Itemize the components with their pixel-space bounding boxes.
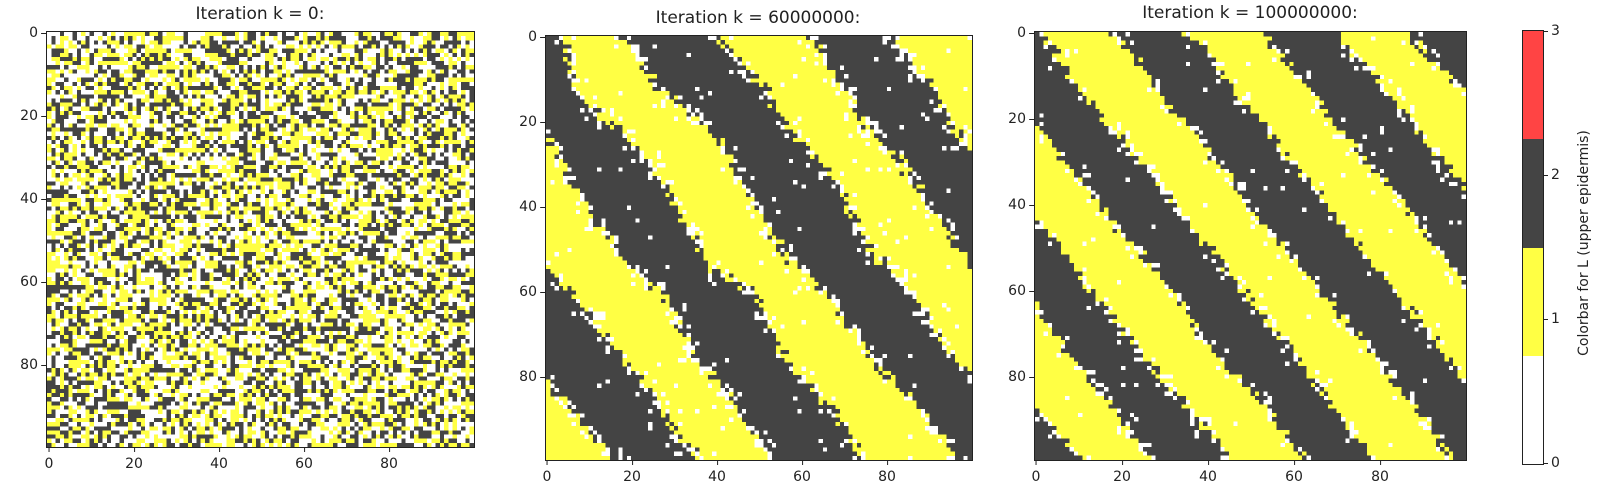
y-tick: 80: [519, 369, 545, 385]
y-tick: 60: [519, 284, 545, 300]
colorbar-tick: 3: [1543, 23, 1560, 39]
heatmap-grid: [545, 35, 973, 461]
y-tick: 40: [1008, 197, 1034, 213]
colorbar-segment-state-0: [1523, 355, 1543, 464]
y-tick: 20: [1008, 111, 1034, 127]
colorbar-segment-state-1: [1523, 247, 1543, 356]
x-tick: 60: [295, 447, 313, 472]
x-tick: 40: [708, 460, 726, 485]
panel-title: Iteration k = 0:: [195, 4, 325, 24]
y-tick: 60: [20, 274, 46, 290]
x-tick: 60: [1285, 460, 1303, 485]
x-tick: 0: [1032, 460, 1040, 485]
y-tick: 60: [1008, 283, 1034, 299]
x-tick: 0: [543, 460, 551, 485]
x-tick: 60: [793, 460, 811, 485]
colorbar-tick: 1: [1543, 311, 1560, 327]
colorbar-segment-state-3: [1523, 31, 1543, 140]
colorbar-segment-state-2: [1523, 139, 1543, 248]
colorbar-label: Colorbar for L (upper epidermis): [1576, 130, 1592, 356]
panel-title: Iteration k = 60000000:: [655, 8, 861, 28]
y-tick: 0: [528, 29, 545, 45]
x-tick: 0: [45, 447, 53, 472]
y-tick: 80: [20, 357, 46, 373]
y-tick: 40: [519, 199, 545, 215]
x-tick: 20: [125, 447, 143, 472]
x-tick: 40: [1199, 460, 1217, 485]
x-tick: 80: [878, 460, 896, 485]
x-tick: 40: [210, 447, 228, 472]
colorbar-tick: 2: [1543, 167, 1560, 183]
x-tick: 20: [1113, 460, 1131, 485]
y-tick: 0: [1017, 25, 1034, 41]
y-tick: 80: [1008, 369, 1034, 385]
heatmap-grid: [1034, 31, 1467, 461]
x-tick: 20: [623, 460, 641, 485]
x-tick: 80: [380, 447, 398, 472]
x-tick: 80: [1371, 460, 1389, 485]
heatmap-grid: [46, 31, 475, 448]
colorbar: [1522, 30, 1544, 465]
y-tick: 20: [20, 108, 46, 124]
y-tick: 40: [20, 191, 46, 207]
y-tick: 0: [29, 25, 46, 41]
colorbar-tick: 0: [1543, 455, 1560, 471]
panel-title: Iteration k = 100000000:: [1142, 3, 1358, 23]
y-tick: 20: [519, 114, 545, 130]
